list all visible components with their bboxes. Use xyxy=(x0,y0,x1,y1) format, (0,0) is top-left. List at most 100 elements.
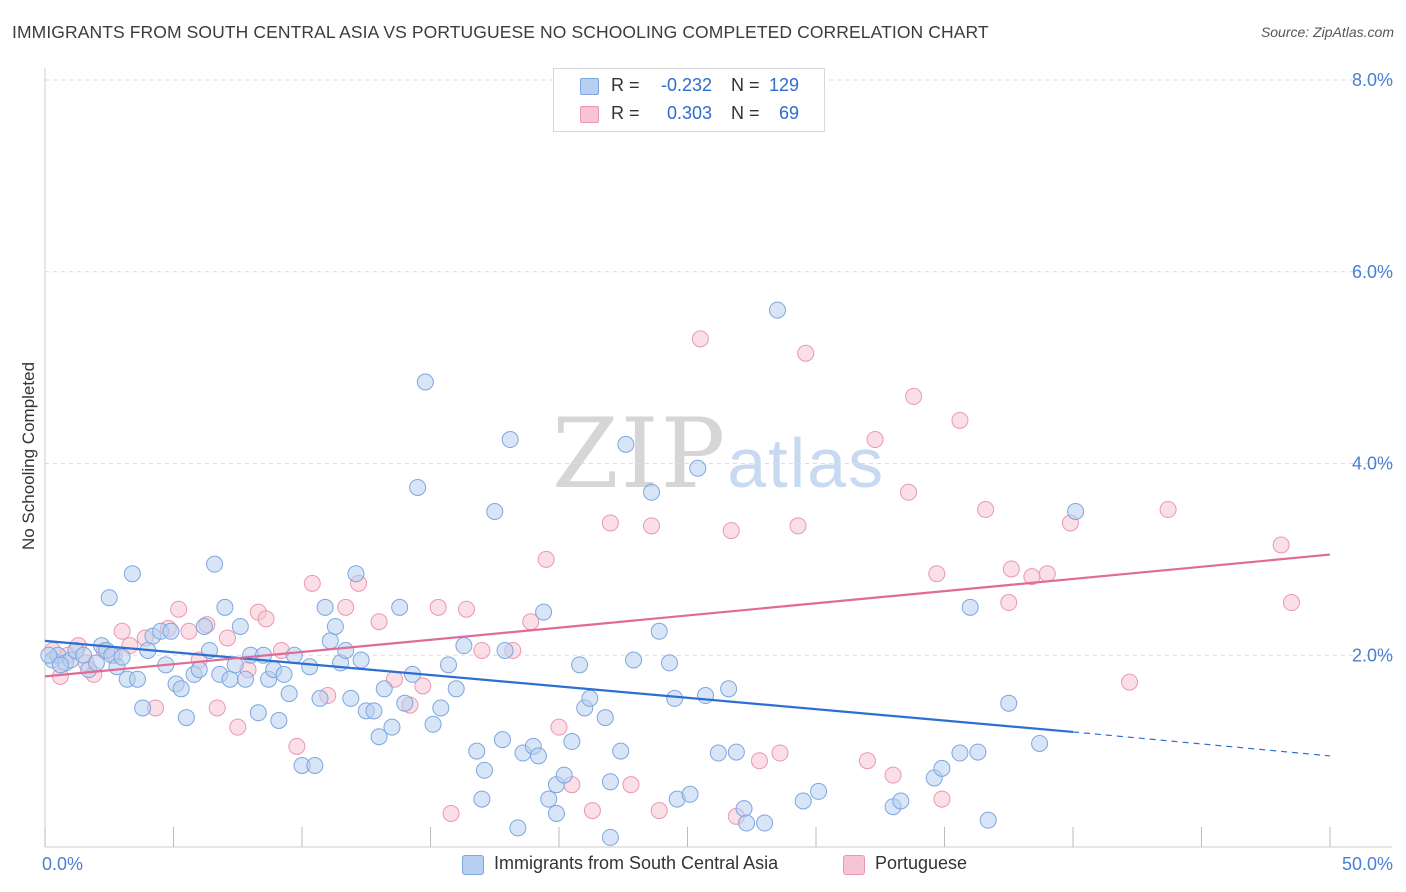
data-point-immigrants xyxy=(342,689,360,707)
data-point-portuguese xyxy=(622,776,640,794)
data-point-immigrants xyxy=(961,598,979,616)
data-point-immigrants xyxy=(643,483,661,501)
data-point-portuguese xyxy=(643,517,661,535)
data-point-immigrants xyxy=(486,502,504,520)
data-point-immigrants xyxy=(756,814,774,832)
data-point-immigrants xyxy=(337,641,355,659)
data-point-immigrants xyxy=(735,800,753,818)
data-point-immigrants xyxy=(969,743,987,761)
data-point-portuguese xyxy=(337,598,355,616)
data-point-immigrants xyxy=(681,785,699,803)
data-point-immigrants xyxy=(951,744,969,762)
data-point-immigrants xyxy=(113,648,131,666)
pink-swatch xyxy=(580,106,599,123)
chart-title: IMMIGRANTS FROM SOUTH CENTRAL ASIA VS PO… xyxy=(12,22,989,42)
data-point-portuguese xyxy=(208,699,226,717)
data-point-portuguese xyxy=(1272,536,1290,554)
data-point-immigrants xyxy=(396,694,414,712)
data-point-immigrants xyxy=(172,680,190,698)
data-point-immigrants xyxy=(347,565,365,583)
data-point-immigrants xyxy=(432,699,450,717)
data-point-portuguese xyxy=(457,600,475,618)
blue-swatch xyxy=(580,78,599,95)
legend-label: Immigrants from South Central Asia xyxy=(494,853,779,873)
data-point-immigrants xyxy=(40,646,58,664)
data-point-immigrants xyxy=(352,651,370,669)
data-point-portuguese xyxy=(288,737,306,755)
data-point-immigrants xyxy=(650,622,668,640)
data-point-portuguese xyxy=(933,790,951,808)
data-point-portuguese xyxy=(1282,594,1300,612)
data-point-immigrants xyxy=(321,632,339,650)
data-point-immigrants xyxy=(236,670,254,688)
data-point-immigrants xyxy=(190,661,208,679)
data-point-portuguese xyxy=(170,600,188,618)
data-point-immigrants xyxy=(892,792,910,810)
legend-swatch-blue xyxy=(462,855,484,875)
data-point-portuguese xyxy=(229,718,247,736)
stats-row-blue: R = -0.232 N = 129 xyxy=(554,71,824,99)
data-point-immigrants xyxy=(123,565,141,583)
tick-labels: 2.0% 4.0% 6.0% 8.0% 0.0% 50.0% xyxy=(42,70,1393,874)
data-point-portuguese xyxy=(905,387,923,405)
data-point-immigrants xyxy=(596,709,614,727)
portuguese-points xyxy=(44,330,1300,825)
data-point-portuguese xyxy=(750,752,768,770)
data-point-immigrants xyxy=(555,766,573,784)
data-point-immigrants xyxy=(285,646,303,664)
data-point-portuguese xyxy=(928,565,946,583)
data-point-immigrants xyxy=(601,773,619,791)
y-tick-label: 4.0% xyxy=(1352,454,1393,474)
data-point-portuguese xyxy=(550,718,568,736)
r-label: R = xyxy=(611,75,640,95)
grid-lines xyxy=(45,79,1392,656)
r-value: 0.303 xyxy=(666,103,712,123)
data-point-immigrants xyxy=(696,687,714,705)
x-tick-label: 50.0% xyxy=(1342,854,1393,874)
data-point-immigrants xyxy=(727,743,745,761)
data-point-immigrants xyxy=(738,814,756,832)
data-point-portuguese xyxy=(583,802,601,820)
data-point-portuguese xyxy=(722,522,740,540)
data-point-immigrants xyxy=(409,478,427,496)
data-point-immigrants xyxy=(177,709,195,727)
data-point-immigrants xyxy=(933,759,951,777)
data-point-portuguese xyxy=(1038,565,1056,583)
y-axis-label: No Schooling Completed xyxy=(19,362,38,550)
data-point-immigrants xyxy=(529,747,547,765)
trend-line-immigrants xyxy=(44,639,1074,734)
trend-line-portuguese xyxy=(44,553,1331,678)
data-point-portuguese xyxy=(951,411,969,429)
data-point-immigrants xyxy=(496,641,514,659)
data-point-portuguese xyxy=(858,752,876,770)
data-point-immigrants xyxy=(206,555,224,573)
x-tick-label: 0.0% xyxy=(42,854,83,874)
n-value: 69 xyxy=(778,103,799,123)
data-point-immigrants xyxy=(475,761,493,779)
data-point-immigrants xyxy=(100,589,118,607)
data-point-immigrants xyxy=(612,742,630,760)
data-point-portuguese xyxy=(977,501,995,519)
immigrants-points xyxy=(40,301,1085,846)
watermark: ZIPatlas xyxy=(552,398,885,510)
data-point-portuguese xyxy=(1002,560,1020,578)
data-point-immigrants xyxy=(275,665,293,683)
data-point-portuguese xyxy=(473,641,491,659)
data-point-immigrants xyxy=(301,658,319,676)
data-point-immigrants xyxy=(666,689,684,707)
axes xyxy=(44,68,1392,848)
data-point-immigrants xyxy=(383,718,401,736)
legend-swatch-pink xyxy=(843,855,865,875)
data-point-immigrants xyxy=(768,301,786,319)
n-label: N = xyxy=(731,103,760,123)
data-point-portuguese xyxy=(789,517,807,535)
data-point-immigrants xyxy=(810,782,828,800)
data-point-immigrants xyxy=(439,656,457,674)
data-point-immigrants xyxy=(129,670,147,688)
legend-label: Portuguese xyxy=(875,853,968,873)
data-point-immigrants xyxy=(280,685,298,703)
data-point-immigrants xyxy=(563,733,581,751)
data-point-immigrants xyxy=(216,598,234,616)
data-point-portuguese xyxy=(414,677,432,695)
data-point-immigrants xyxy=(365,702,383,720)
